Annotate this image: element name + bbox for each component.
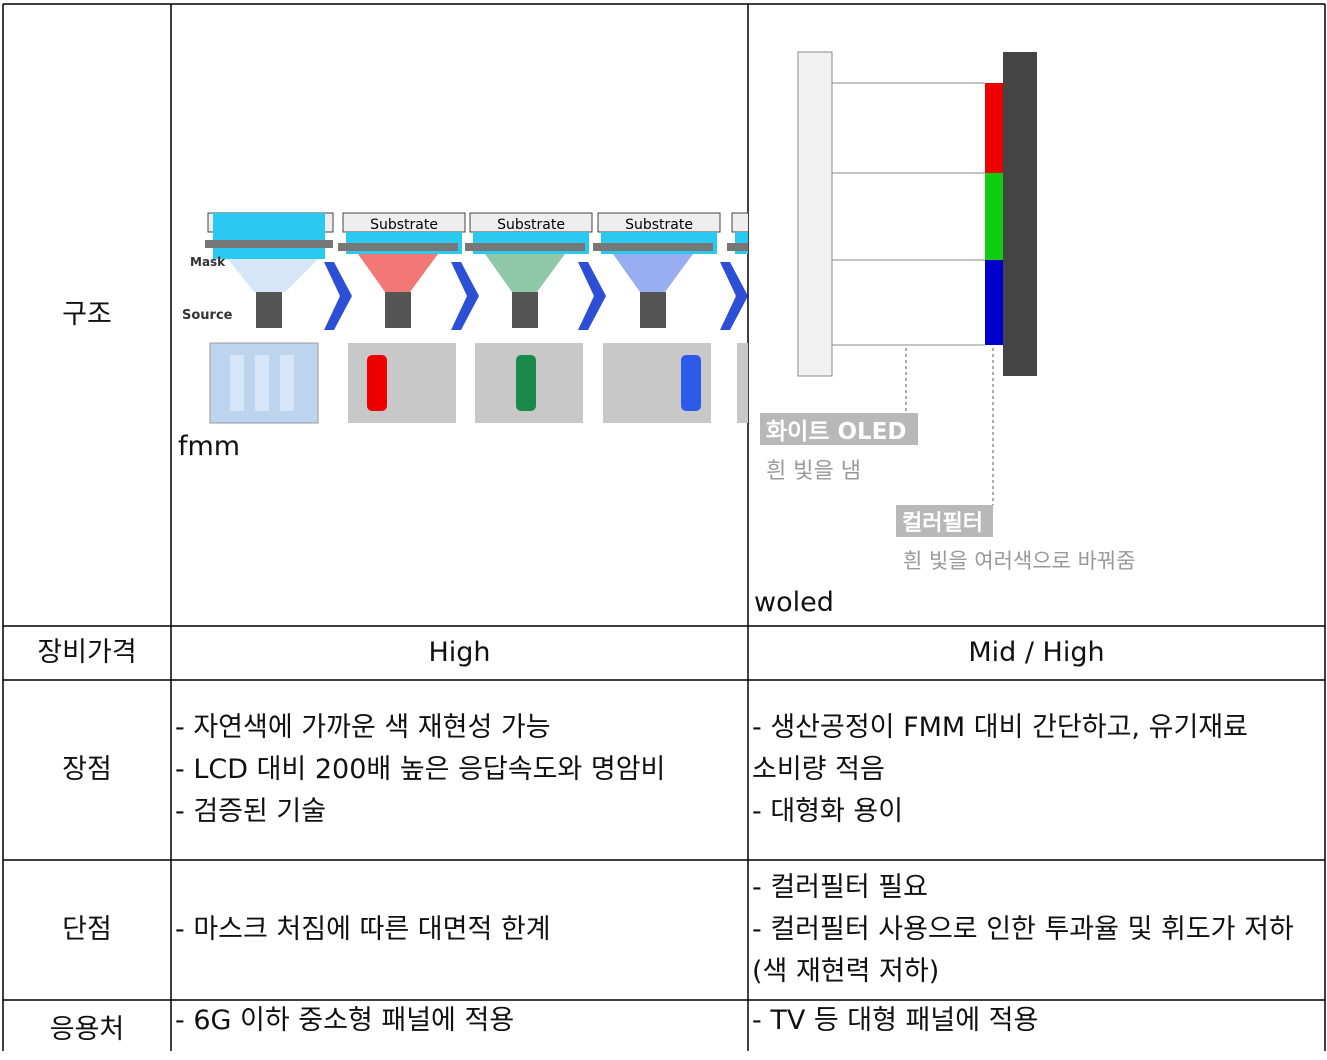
table-cell: - 자연색에 가까운 색 재현성 가능 - LCD 대비 200배 높은 응답속도… <box>171 680 748 860</box>
cell-line: - TV 등 대형 패널에 적용 <box>752 1005 1039 1036</box>
substrate-label: Substrate <box>497 217 565 233</box>
table-cell: - 6G 이하 중소형 패널에 적용 <box>171 1000 748 1051</box>
mask-label: Mask <box>190 255 226 269</box>
cell-line: - 6G 이하 중소형 패널에 적용 <box>175 1005 515 1036</box>
cell-line: - LCD 대비 200배 높은 응답속도와 명암비 <box>175 754 666 785</box>
row-label: 단점 <box>62 914 112 945</box>
source-label: Source <box>182 308 233 323</box>
cell-line: - 마스크 처짐에 따른 대면적 한계 <box>175 914 551 945</box>
row-label: 장점 <box>62 754 112 785</box>
substrate-label: Substrate <box>625 217 693 233</box>
cell-line: - 생산공정이 FMM 대비 간단하고, 유기재료 소비량 적음 <box>752 712 1248 785</box>
table-cell: High <box>171 626 748 680</box>
substrate-label: Substrate <box>370 217 438 233</box>
table-cell: Mid / High <box>748 626 1325 680</box>
cell-line: - 컬러필터 사용으로 인한 투과율 및 휘도가 저하(색 재현력 저하) <box>752 914 1294 987</box>
white-oled-note: 흰 빛을 냄 <box>766 459 861 484</box>
cell-line: - 검증된 기술 <box>175 796 327 827</box>
white-oled-label: 화이트 OLED <box>766 419 907 445</box>
cell-line: - 자연색에 가까운 색 재현성 가능 <box>175 712 551 743</box>
woled-diagram: 화이트 OLED 흰 빛을 냄 컬러필터 흰 빛을 여러색으로 바꿔줌 <box>760 51 1136 573</box>
cell-line: Mid / High <box>968 637 1105 668</box>
table-cell: - TV 등 대형 패널에 적용 <box>748 1000 1325 1051</box>
image-caption: woled <box>754 587 834 618</box>
fmm-diagram: Substrate Substrate Substrate Mask Sourc… <box>182 212 748 424</box>
cell-line: High <box>428 637 491 668</box>
color-filter-note: 흰 빛을 여러색으로 바꿔줌 <box>903 549 1136 573</box>
table-grid <box>2 3 1326 1051</box>
table-cell: - 생산공정이 FMM 대비 간단하고, 유기재료 소비량 적음 - 대형화 용이 <box>748 680 1325 860</box>
color-filter-label: 컬러필터 <box>902 511 983 536</box>
row-label: 응용처 <box>49 1014 125 1045</box>
table-cell: - 마스크 처짐에 따른 대면적 한계 <box>171 860 748 1000</box>
cell-line: - 컬러필터 필요 <box>752 872 928 903</box>
image-caption: fmm <box>178 431 241 462</box>
cell-line: - 대형화 용이 <box>752 796 904 827</box>
row-label: 구조 <box>62 299 112 330</box>
row-label: 장비가격 <box>37 637 137 668</box>
table-cell: - 컬러필터 필요 - 컬러필터 사용으로 인한 투과율 및 휘도가 저하(색 재… <box>748 860 1325 1000</box>
